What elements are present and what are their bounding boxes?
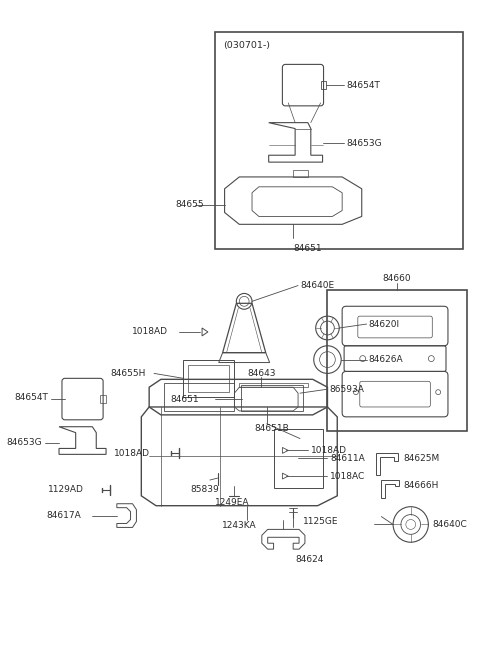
Text: 84660: 84660 bbox=[382, 274, 411, 283]
Bar bbox=[188, 365, 229, 392]
Text: 84625M: 84625M bbox=[404, 454, 440, 463]
Text: 1129AD: 1129AD bbox=[48, 485, 84, 495]
Bar bbox=[274, 428, 323, 488]
Text: 84653G: 84653G bbox=[6, 438, 42, 447]
Text: 1018AD: 1018AD bbox=[311, 446, 347, 455]
Text: 1018AD: 1018AD bbox=[132, 328, 168, 337]
Bar bbox=[241, 385, 303, 411]
Text: 84655: 84655 bbox=[176, 200, 204, 209]
Bar bbox=[327, 290, 467, 431]
Bar bbox=[240, 383, 308, 387]
Text: 1243KA: 1243KA bbox=[222, 521, 256, 530]
Text: 1018AD: 1018AD bbox=[114, 449, 150, 458]
Text: 84653G: 84653G bbox=[346, 139, 382, 148]
Text: 1125GE: 1125GE bbox=[303, 517, 338, 526]
Text: 1249EA: 1249EA bbox=[215, 498, 249, 507]
Text: (030701-): (030701-) bbox=[223, 41, 270, 50]
Text: 84624: 84624 bbox=[295, 555, 324, 564]
Text: 84611A: 84611A bbox=[330, 454, 365, 463]
Bar bbox=[164, 383, 234, 411]
Text: 84655H: 84655H bbox=[110, 369, 145, 378]
Text: 86593A: 86593A bbox=[329, 384, 364, 394]
Text: 84617A: 84617A bbox=[46, 511, 81, 520]
Text: 1018AC: 1018AC bbox=[330, 472, 366, 481]
Text: 84651: 84651 bbox=[294, 244, 322, 253]
Text: 84626A: 84626A bbox=[369, 355, 403, 364]
Text: 84666H: 84666H bbox=[403, 481, 438, 491]
Text: 84651B: 84651B bbox=[254, 424, 289, 433]
Text: 84654T: 84654T bbox=[346, 81, 380, 90]
Text: 84643: 84643 bbox=[247, 369, 276, 378]
Text: 84654T: 84654T bbox=[14, 392, 48, 402]
Bar bbox=[183, 360, 234, 397]
Bar bbox=[215, 32, 463, 249]
Text: 84640E: 84640E bbox=[300, 281, 334, 290]
Text: 84640C: 84640C bbox=[432, 520, 467, 529]
Text: 84651: 84651 bbox=[171, 394, 199, 403]
Text: 84620I: 84620I bbox=[369, 320, 400, 329]
Text: 85839: 85839 bbox=[190, 485, 219, 495]
